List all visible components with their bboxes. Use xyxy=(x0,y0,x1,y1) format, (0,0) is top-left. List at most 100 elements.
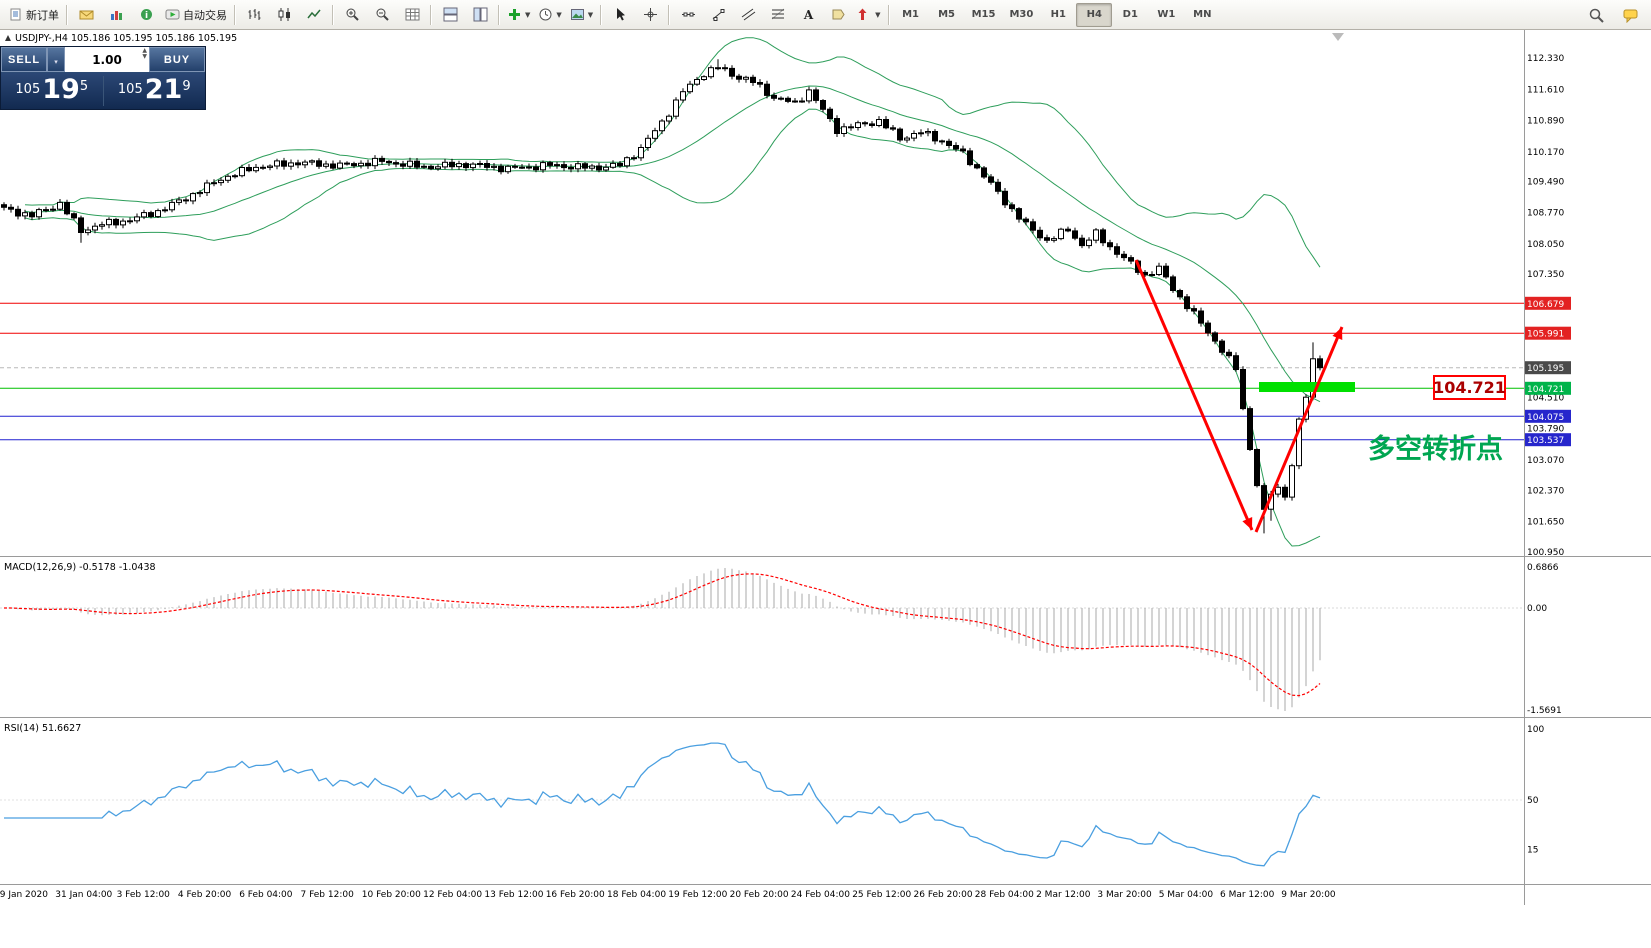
chart-shift-marker[interactable] xyxy=(1332,33,1344,41)
order-options-dropdown[interactable]: ▾ xyxy=(47,47,65,72)
toolbar-button-label: 新订单 xyxy=(26,8,59,22)
periods-button[interactable]: ▼ xyxy=(534,3,565,27)
bid-pips: 19 xyxy=(42,74,80,105)
toolbar: 新订单 i 自动交易 ▼ ▼ ▼ A ▼ M1 M5 M15 M30 H1 H4 D1 W1 MN xyxy=(0,0,1651,30)
indicators-button[interactable]: ▼ xyxy=(503,3,534,27)
chat-icon xyxy=(1623,8,1638,23)
highlight-box[interactable] xyxy=(1259,382,1355,392)
svg-text:26 Feb 20:00: 26 Feb 20:00 xyxy=(914,890,973,900)
timeframe-M5[interactable]: M5 xyxy=(938,9,956,20)
symbol-marker-icon xyxy=(5,35,11,41)
ask-pips: 21 xyxy=(144,74,183,105)
tileh-icon xyxy=(443,7,458,22)
textA-icon: A xyxy=(801,7,816,22)
timeframe-MN[interactable]: MN xyxy=(1193,9,1212,20)
svg-text:3 Feb 12:00: 3 Feb 12:00 xyxy=(117,890,171,900)
hline-icon xyxy=(681,7,696,22)
toolbar-separator xyxy=(600,4,603,25)
timeframe-W1[interactable]: W1 xyxy=(1157,9,1176,20)
svg-text:13 Feb 12:00: 13 Feb 12:00 xyxy=(484,890,543,900)
svg-text:103.790: 103.790 xyxy=(1527,425,1564,435)
svg-text:6 Mar 12:00: 6 Mar 12:00 xyxy=(1220,890,1275,900)
trendline-icon xyxy=(711,7,726,22)
macd-panel: MACD(12,26,9) -0.5178 -1.0438 0.6866 0.00 -… xyxy=(0,562,1562,716)
candle-chart-button[interactable] xyxy=(269,3,299,27)
svg-text:24 Feb 04:00: 24 Feb 04:00 xyxy=(791,890,850,900)
svg-text:16 Feb 20:00: 16 Feb 20:00 xyxy=(546,890,605,900)
bar-chart-button[interactable] xyxy=(239,3,269,27)
arrows-button[interactable]: ▼ xyxy=(853,3,884,27)
horizontal-line-button[interactable] xyxy=(673,3,703,27)
cursor-button[interactable] xyxy=(605,3,635,27)
chevron-down-icon: ▼ xyxy=(875,10,881,19)
bid-price[interactable]: 105 19 5 xyxy=(1,76,104,106)
stepper-down-icon[interactable]: ▼ xyxy=(142,53,147,60)
trade-prices-row: 105 19 5 105 21 9 xyxy=(1,73,205,109)
svg-text:0.6866: 0.6866 xyxy=(1527,563,1559,573)
support-icon: i xyxy=(139,7,154,22)
indicators-icon xyxy=(507,7,522,22)
price-callout-label[interactable]: 104.721 xyxy=(1433,375,1506,400)
buy-button[interactable]: BUY xyxy=(149,47,205,72)
grid-icon xyxy=(405,7,420,22)
equidistant-channel-button[interactable] xyxy=(733,3,763,27)
svg-text:20 Feb 20:00: 20 Feb 20:00 xyxy=(730,890,789,900)
macd-signal-line xyxy=(4,573,1321,697)
text-label-button[interactable] xyxy=(823,3,853,27)
svg-text:106.679: 106.679 xyxy=(1527,300,1564,310)
fibonacci-button[interactable] xyxy=(763,3,793,27)
ask-whole: 105 xyxy=(117,82,143,97)
svg-text:50: 50 xyxy=(1527,796,1539,806)
new-order-button[interactable]: 新订单 xyxy=(4,3,63,27)
time-axis[interactable]: 29 Jan 2020 31 Jan 04:00 3 Feb 12:00 4 Feb … xyxy=(0,890,1336,900)
grid-button[interactable] xyxy=(397,3,427,27)
tile-windows-horizontal-button[interactable] xyxy=(435,3,465,27)
svg-text:A: A xyxy=(803,8,814,22)
svg-text:101.650: 101.650 xyxy=(1527,518,1564,528)
templates-button[interactable]: ▼ xyxy=(566,3,597,27)
ask-price[interactable]: 105 21 9 xyxy=(104,76,206,106)
search-button[interactable] xyxy=(1581,3,1611,27)
volume-stepper[interactable]: ▲ ▼ xyxy=(142,48,147,60)
sell-button[interactable]: SELL xyxy=(1,47,47,72)
stepper-up-icon[interactable]: ▲ xyxy=(142,47,147,54)
trend-arrow-up[interactable] xyxy=(1254,326,1344,533)
mail-button[interactable] xyxy=(71,3,101,27)
crosshair-button[interactable] xyxy=(635,3,665,27)
price-axis[interactable]: 112.330 111.610 110.890 110.170 109.490 108.7… xyxy=(1525,54,1571,558)
trade-controls-row: SELL ▾ 1.00 ▲ ▼ BUY xyxy=(1,47,205,73)
profile-charts-button[interactable] xyxy=(101,3,131,27)
zoom-out-button[interactable] xyxy=(367,3,397,27)
svg-text:9 Mar 20:00: 9 Mar 20:00 xyxy=(1281,890,1336,900)
svg-text:103.070: 103.070 xyxy=(1527,456,1564,466)
svg-text:107.350: 107.350 xyxy=(1527,270,1564,280)
tile-windows-vertical-button[interactable] xyxy=(465,3,495,27)
timeframe-M15[interactable]: M15 xyxy=(971,9,996,20)
line-chart-button[interactable] xyxy=(299,3,329,27)
chevron-down-icon: ▾ xyxy=(54,59,58,66)
timeframe-M30[interactable]: M30 xyxy=(1009,9,1034,20)
svg-text:109.490: 109.490 xyxy=(1527,177,1564,187)
template-icon xyxy=(570,7,585,22)
text-button[interactable]: A xyxy=(793,3,823,27)
toolbar-button-label: 自动交易 xyxy=(183,8,227,22)
linechart-icon xyxy=(306,7,322,22)
toolbar-separator xyxy=(887,4,890,25)
svg-text:-1.5691: -1.5691 xyxy=(1527,706,1562,716)
chat-button[interactable] xyxy=(1615,3,1645,27)
trendline-button[interactable] xyxy=(703,3,733,27)
macd-label: MACD(12,26,9) -0.5178 -1.0438 xyxy=(4,562,156,573)
volume-input[interactable]: 1.00 ▲ ▼ xyxy=(65,47,149,72)
timeframe-H4[interactable]: H4 xyxy=(1076,2,1113,27)
zoom-in-button[interactable] xyxy=(337,3,367,27)
timeframe-H1[interactable]: H1 xyxy=(1050,9,1066,20)
trend-arrow-down[interactable] xyxy=(1134,259,1254,531)
timeframe-D1[interactable]: D1 xyxy=(1122,9,1138,20)
bid-fraction: 5 xyxy=(79,79,89,94)
timeframe-M1[interactable]: M1 xyxy=(902,9,920,20)
svg-text:15: 15 xyxy=(1527,846,1538,856)
support-button[interactable]: i xyxy=(131,3,161,27)
svg-text:112.330: 112.330 xyxy=(1527,54,1564,64)
autotrading-button[interactable]: 自动交易 xyxy=(161,3,231,27)
